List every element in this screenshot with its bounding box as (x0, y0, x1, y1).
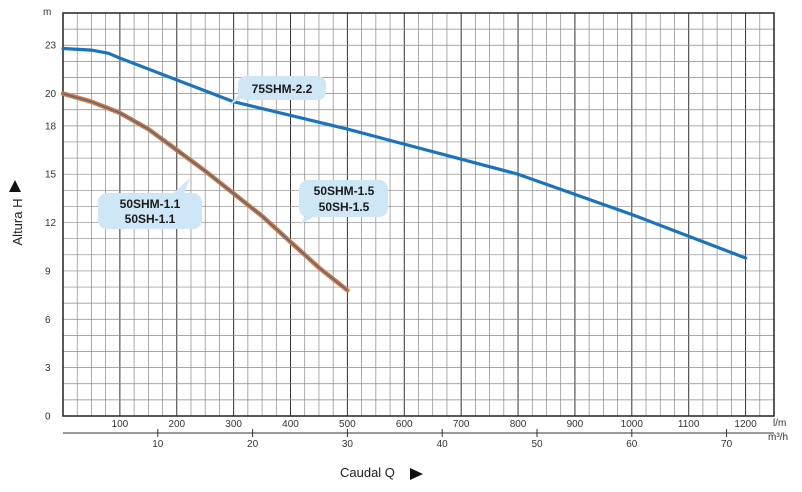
callout-50shm-1-5: 50SHM-1.5 50SH-1.5 (299, 180, 388, 225)
callout-50shm-1-1: 50SHM-1.1 50SH-1.1 (98, 178, 202, 229)
y-axis-unit: m (43, 7, 51, 18)
y-tick-label: 9 (45, 266, 51, 277)
x-axis-unit-secondary: m³/h (768, 432, 788, 443)
series-label-50shm-1-5: 50SHM-1.5 (314, 184, 375, 198)
x-tick-label-primary: 600 (396, 419, 413, 430)
x-tick-label-primary: 1200 (734, 419, 757, 430)
y-tick-label: 6 (45, 315, 51, 326)
x-tick-label-secondary: 70 (721, 439, 733, 450)
tick-labels: 0 3 6 9 12 15 18 20 23 100 200 300 400 500 600 700 800 90… (45, 41, 757, 450)
x-tick-label-primary: 400 (282, 419, 299, 430)
y-tick-label: 15 (45, 170, 57, 181)
x-tick-label-primary: 1000 (621, 419, 644, 430)
y-tick-label: 20 (45, 89, 57, 100)
series-label-75shm-2-2: 75SHM-2.2 (252, 82, 313, 96)
x-tick-label-primary: 300 (225, 419, 242, 430)
x-tick-label-secondary: 50 (531, 439, 543, 450)
x-tick-label-primary: 900 (567, 419, 584, 430)
x-axis-title-group: Caudal Q (340, 465, 423, 480)
x-tick-label-primary: 200 (168, 419, 185, 430)
callout-75shm-2-2: 75SHM-2.2 (228, 76, 326, 106)
x-tick-label-primary: 800 (510, 419, 527, 430)
x-tick-label-secondary: 40 (437, 439, 449, 450)
x-axis-unit-primary: l/m (773, 418, 786, 429)
grid-lines (62, 12, 775, 434)
plot-frame (62, 12, 775, 417)
x-axis-title: Caudal Q (340, 465, 395, 480)
series-label-50sh-1-5: 50SH-1.5 (319, 200, 370, 214)
x-tick-label-secondary: 30 (342, 439, 354, 450)
y-tick-label: 18 (45, 121, 57, 132)
y-tick-label: 23 (45, 41, 57, 52)
y-tick-label: 3 (45, 363, 51, 374)
series-label-50shm-1-1: 50SHM-1.1 (120, 197, 181, 211)
y-axis-arrow-icon (9, 180, 21, 192)
series-label-50sh-1-1: 50SH-1.1 (125, 212, 176, 226)
y-tick-label: 12 (45, 218, 57, 229)
x-tick-label-primary: 1100 (678, 419, 700, 430)
x-tick-label-secondary: 20 (247, 439, 259, 450)
x-axis-arrow-icon (410, 468, 423, 480)
y-axis-title: Altura H (10, 199, 25, 246)
curve-50shm-1-1-50sh-1-1 (62, 93, 348, 291)
x-tick-label-secondary: 10 (152, 439, 164, 450)
x-tick-label-primary: 700 (453, 419, 470, 430)
x-tick-label-primary: 500 (339, 419, 356, 430)
x-tick-label-secondary: 60 (626, 439, 638, 450)
y-axis-title-group: Altura H (9, 180, 25, 245)
x-tick-label-primary: 100 (112, 419, 129, 430)
y-tick-label: 0 (45, 412, 51, 423)
